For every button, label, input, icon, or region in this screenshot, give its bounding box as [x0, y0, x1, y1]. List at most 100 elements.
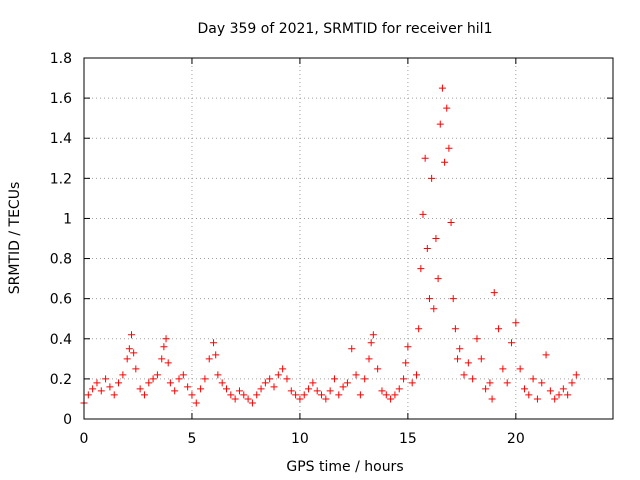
y-axis: 0 0.2 0.4 0.6 0.8 1 1.2 1.4 1.6 1.8: [50, 51, 613, 428]
data-point: [469, 375, 477, 383]
data-point: [402, 359, 410, 367]
data-point: [555, 391, 563, 399]
data-point: [568, 379, 576, 387]
data-point: [84, 391, 92, 399]
plot-border: [83, 57, 614, 420]
data-point: [365, 355, 373, 363]
data-point: [413, 371, 421, 379]
data-point: [378, 387, 386, 395]
data-point: [436, 120, 444, 128]
data-point: [490, 289, 498, 297]
data-point: [240, 391, 248, 399]
chart-title: Day 359 of 2021, SRMTID for receiver hil…: [198, 21, 493, 37]
data-point: [128, 331, 136, 339]
data-point: [164, 359, 172, 367]
data-point: [486, 379, 494, 387]
data-point: [343, 379, 351, 387]
data-point: [253, 391, 261, 399]
data-point: [89, 385, 97, 393]
data-point: [432, 235, 440, 242]
data-point: [175, 375, 183, 383]
data-point: [261, 379, 269, 387]
data-point: [106, 383, 114, 391]
x-tick-label: 15: [399, 431, 417, 447]
data-point: [335, 391, 343, 399]
x-tick-label: 20: [507, 431, 525, 447]
data-point: [287, 387, 295, 395]
data-point: [166, 379, 174, 387]
data-point: [130, 349, 138, 357]
data-point: [318, 391, 326, 399]
data-point: [339, 383, 347, 391]
x-axis-label: GPS time / hours: [286, 459, 403, 475]
data-point: [279, 365, 287, 373]
data-point: [160, 343, 168, 351]
data-point: [391, 391, 399, 399]
data-point: [171, 387, 179, 395]
data-point: [270, 383, 278, 391]
data-point: [572, 371, 580, 379]
y-tick-label: 0.6: [50, 292, 72, 308]
data-point: [374, 365, 382, 373]
data-point: [158, 355, 166, 363]
data-point: [395, 385, 403, 393]
data-point: [415, 325, 423, 333]
data-point: [218, 379, 226, 387]
y-tick-label: 1: [63, 211, 72, 227]
data-point: [512, 319, 520, 327]
data-point: [110, 391, 118, 399]
y-tick-label: 1.8: [50, 51, 72, 67]
data-point: [423, 245, 431, 253]
data-point: [132, 365, 140, 373]
y-tick-label: 0.2: [50, 372, 72, 388]
data-point: [326, 387, 334, 395]
data-point: [257, 385, 265, 393]
data-point: [140, 391, 148, 399]
data-point: [300, 391, 308, 399]
data-point: [292, 391, 300, 399]
data-point: [449, 295, 457, 303]
data-point: [125, 345, 133, 353]
data-point: [441, 158, 449, 166]
data-point: [516, 365, 524, 373]
data-point: [201, 375, 209, 383]
data-point: [438, 84, 446, 92]
data-point: [153, 371, 161, 379]
data-point: [348, 345, 356, 353]
data-point: [538, 379, 546, 387]
x-axis: 0 5 10 15 20: [80, 58, 525, 447]
data-point: [305, 385, 313, 393]
data-point: [227, 391, 235, 399]
data-point: [447, 218, 455, 226]
data-point: [248, 399, 256, 407]
data-point: [404, 343, 412, 351]
data-point: [162, 335, 170, 343]
data-point: [443, 104, 451, 112]
data-point: [464, 359, 472, 367]
data-point: [387, 395, 395, 403]
data-point: [425, 295, 433, 303]
x-tick-label: 5: [187, 431, 196, 447]
data-point: [551, 395, 559, 403]
y-tick-label: 1.4: [50, 131, 72, 147]
data-point: [542, 351, 550, 359]
data-point: [330, 375, 338, 383]
data-point: [559, 385, 567, 393]
data-point: [495, 325, 503, 333]
data-point: [533, 395, 541, 403]
y-tick-label: 0.4: [50, 332, 72, 348]
data-point: [503, 379, 511, 387]
data-point: [313, 387, 321, 395]
data-point: [192, 399, 200, 407]
data-point: [97, 387, 105, 395]
y-tick-label: 0.8: [50, 252, 72, 268]
data-point: [179, 371, 187, 379]
data-point: [473, 335, 481, 343]
data-point: [149, 375, 157, 383]
data-point: [400, 375, 408, 383]
data-point: [367, 339, 375, 347]
data-point: [93, 379, 101, 387]
y-tick-label: 1.2: [50, 171, 72, 187]
data-point: [283, 375, 291, 383]
